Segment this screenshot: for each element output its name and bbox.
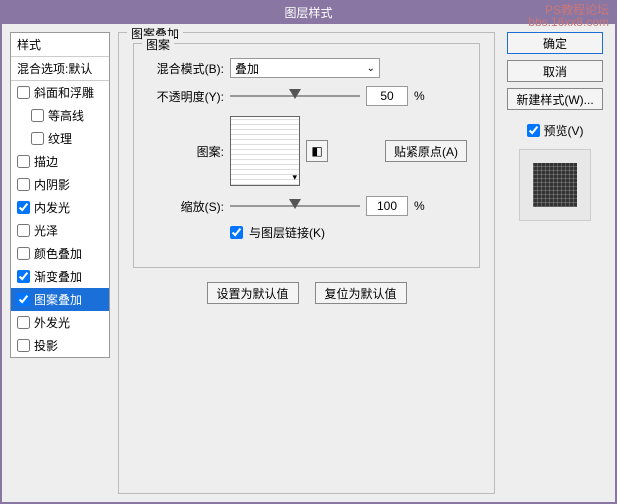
style-item[interactable]: 外发光	[11, 311, 109, 334]
styles-panel: 样式 混合选项:默认 斜面和浮雕等高线纹理描边内阴影内发光光泽颜色叠加渐变叠加图…	[10, 32, 110, 494]
style-item[interactable]: 纹理	[11, 127, 109, 150]
style-item-label: 光泽	[34, 222, 58, 239]
layer-style-dialog: 图层样式 PS教程论坛 bbs.16xx8.com 样式 混合选项:默认 斜面和…	[0, 0, 617, 504]
style-list: 样式 混合选项:默认 斜面和浮雕等高线纹理描边内阴影内发光光泽颜色叠加渐变叠加图…	[10, 32, 110, 358]
set-default-button[interactable]: 设置为默认值	[207, 282, 299, 304]
style-item-label: 等高线	[48, 107, 84, 124]
pattern-group-label: 图案	[142, 36, 174, 53]
style-checkbox[interactable]	[17, 316, 30, 329]
style-item[interactable]: 光泽	[11, 219, 109, 242]
style-checkbox[interactable]	[17, 293, 30, 306]
style-checkbox[interactable]	[17, 86, 30, 99]
opacity-input[interactable]: 50	[366, 86, 408, 106]
style-checkbox[interactable]	[17, 224, 30, 237]
style-item-label: 渐变叠加	[34, 268, 82, 285]
scale-input[interactable]: 100	[366, 196, 408, 216]
link-layer-checkbox[interactable]	[230, 226, 243, 239]
new-pattern-icon[interactable]: ◧	[306, 140, 328, 162]
style-checkbox[interactable]	[31, 109, 44, 122]
style-item-label: 内发光	[34, 199, 70, 216]
chevron-down-icon: ⌄	[367, 63, 375, 74]
style-item-label: 斜面和浮雕	[34, 84, 94, 101]
style-item-label: 描边	[34, 153, 58, 170]
reset-default-button[interactable]: 复位为默认值	[315, 282, 407, 304]
ok-button[interactable]: 确定	[507, 32, 603, 54]
blend-options-item[interactable]: 混合选项:默认	[11, 57, 109, 81]
style-item[interactable]: 描边	[11, 150, 109, 173]
scale-label: 缩放(S):	[146, 198, 224, 215]
pattern-label: 图案:	[146, 143, 224, 160]
titlebar: 图层样式	[2, 2, 615, 24]
style-item[interactable]: 内发光	[11, 196, 109, 219]
style-item[interactable]: 渐变叠加	[11, 265, 109, 288]
style-item[interactable]: 等高线	[11, 104, 109, 127]
blend-mode-select[interactable]: 叠加 ⌄	[230, 58, 380, 78]
window-title: 图层样式	[284, 6, 332, 20]
style-item[interactable]: 内阴影	[11, 173, 109, 196]
cancel-button[interactable]: 取消	[507, 60, 603, 82]
opacity-slider[interactable]	[230, 89, 360, 103]
style-checkbox[interactable]	[17, 270, 30, 283]
style-checkbox[interactable]	[17, 155, 30, 168]
opacity-label: 不透明度(Y):	[146, 88, 224, 105]
preview-label: 预览(V)	[544, 122, 584, 139]
style-item[interactable]: 图案叠加	[11, 288, 109, 311]
style-item-label: 图案叠加	[34, 291, 82, 308]
style-checkbox[interactable]	[17, 201, 30, 214]
style-item-label: 颜色叠加	[34, 245, 82, 262]
style-item-label: 外发光	[34, 314, 70, 331]
style-item-label: 投影	[34, 337, 58, 354]
content: 样式 混合选项:默认 斜面和浮雕等高线纹理描边内阴影内发光光泽颜色叠加渐变叠加图…	[2, 24, 615, 502]
style-item-label: 纹理	[48, 130, 72, 147]
style-checkbox[interactable]	[31, 132, 44, 145]
link-layer-label: 与图层链接(K)	[249, 224, 325, 241]
style-checkbox[interactable]	[17, 247, 30, 260]
style-checkbox[interactable]	[17, 178, 30, 191]
style-item[interactable]: 颜色叠加	[11, 242, 109, 265]
options-panel: 图案叠加 图案 混合模式(B): 叠加 ⌄ 不透明度(Y):	[118, 32, 495, 494]
styles-header: 样式	[11, 33, 109, 57]
watermark: PS教程论坛 bbs.16xx8.com	[528, 4, 609, 28]
preview-swatch	[533, 163, 577, 207]
style-item[interactable]: 斜面和浮雕	[11, 81, 109, 104]
right-panel: 确定 取消 新建样式(W)... 预览(V)	[503, 32, 607, 494]
new-style-button[interactable]: 新建样式(W)...	[507, 88, 603, 110]
chevron-down-icon: ▾	[292, 172, 297, 183]
style-item-label: 内阴影	[34, 176, 70, 193]
pattern-swatch[interactable]: ▾	[230, 116, 300, 186]
style-item[interactable]: 投影	[11, 334, 109, 357]
snap-origin-button[interactable]: 贴紧原点(A)	[385, 140, 467, 162]
blend-mode-label: 混合模式(B):	[146, 60, 224, 77]
preview-checkbox[interactable]	[527, 124, 540, 137]
style-checkbox[interactable]	[17, 339, 30, 352]
preview-box	[519, 149, 591, 221]
scale-slider[interactable]	[230, 199, 360, 213]
pattern-group: 图案 混合模式(B): 叠加 ⌄ 不透明度(Y):	[133, 43, 480, 268]
